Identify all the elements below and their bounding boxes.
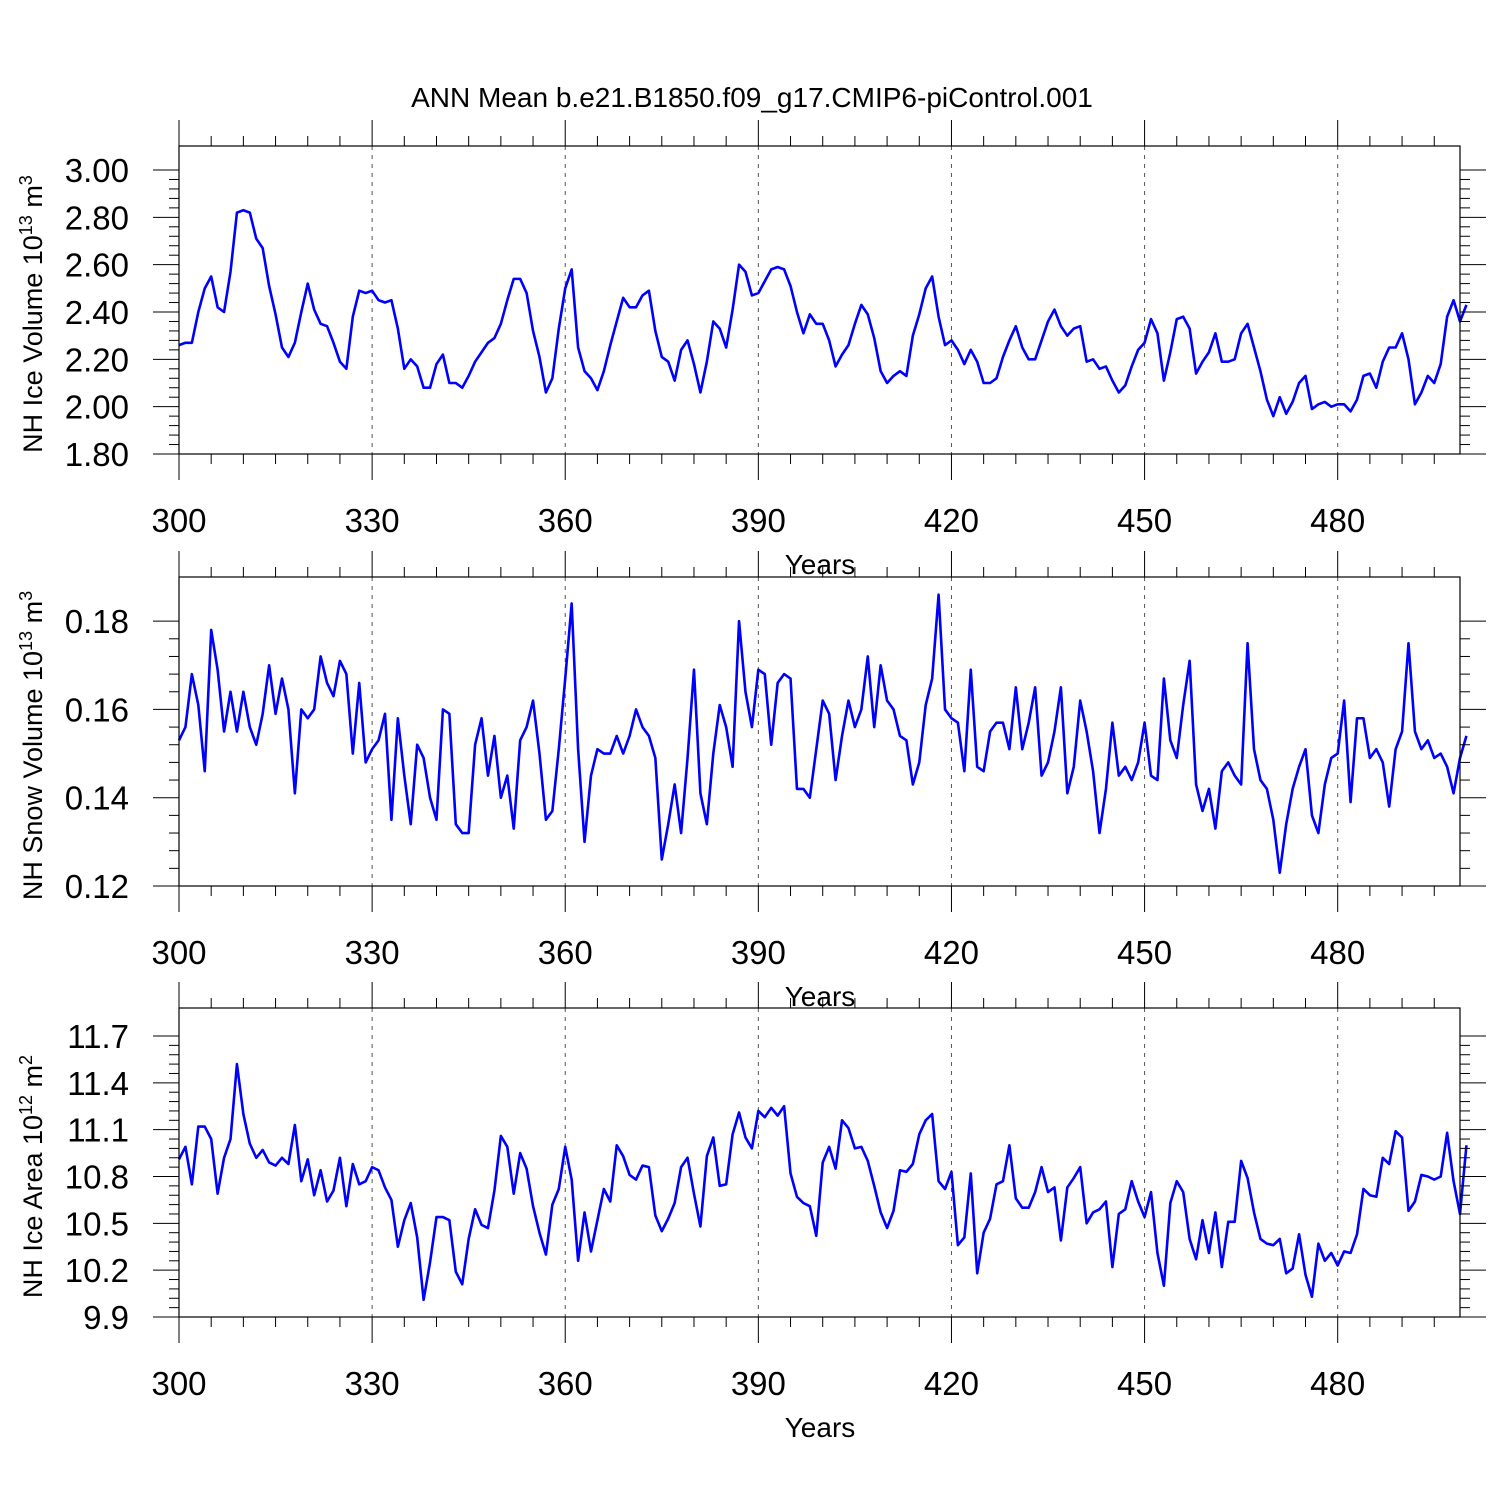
y-axis-label: NH Ice Area 1012 m2: [16, 1055, 48, 1298]
y-axis-label: NH Snow Volume 1013 m3: [16, 591, 48, 900]
y-axis-label-unit: m: [18, 1065, 48, 1095]
x-tick-label: 390: [731, 502, 786, 539]
y-tick-label: 9.9: [83, 1299, 129, 1336]
y-axis-label-unit-exp: 3: [16, 175, 36, 185]
figure-title: ANN Mean b.e21.B1850.f09_g17.CMIP6-piCon…: [411, 82, 1093, 113]
x-tick-label: 300: [151, 934, 206, 971]
x-tick-label: 480: [1310, 934, 1365, 971]
x-tick-label: 480: [1310, 502, 1365, 539]
y-tick-label: 10.5: [65, 1205, 129, 1242]
plot-frame: [178, 1007, 1461, 1318]
y-tick-label: 0.16: [65, 691, 129, 728]
x-tick-label: 330: [345, 934, 400, 971]
y-tick-label: 0.12: [65, 868, 129, 905]
y-tick-label: 11.4: [67, 1065, 129, 1102]
y-tick-label: 10.8: [65, 1159, 129, 1196]
y-tick-label: 0.14: [65, 780, 129, 817]
y-tick-label: 10.2: [65, 1252, 129, 1289]
y-axis-label-prefix: NH Ice Area 10: [18, 1115, 48, 1298]
x-axis-label: Years: [785, 549, 856, 580]
y-axis-label-unit: m: [18, 185, 48, 215]
y-tick-label: 2.60: [65, 247, 129, 284]
y-axis-label-exp: 13: [16, 631, 36, 651]
snow-volume-panel: 300 330 360 390 420 450 480 Years 0.12 0.14 0.16 0.…: [16, 551, 1486, 1012]
y-tick-label: 2.00: [65, 389, 129, 426]
x-axis-label: Years: [785, 1412, 856, 1443]
y-tick-label: 2.20: [65, 341, 129, 378]
x-tick-label: 450: [1117, 934, 1172, 971]
y-tick-label: 11.1: [67, 1112, 129, 1149]
y-axis-label-prefix: NH Snow Volume 10: [18, 651, 48, 900]
ice-area-panel: 300 330 360 390 420 450 480 Years 9.9 10.2 10.5 10.…: [16, 982, 1486, 1443]
x-axis-label: Years: [785, 981, 856, 1012]
y-tick-label: 3.00: [65, 152, 129, 189]
plot-frame: [178, 145, 1461, 455]
ice-volume-panel: 300 330 360 390 420 450 480 Years 1.80 2.00 2.20 2.…: [16, 120, 1486, 580]
x-tick-label: 300: [151, 502, 206, 539]
x-tick-label: 360: [538, 1365, 593, 1402]
y-axis-label-exp: 13: [16, 215, 36, 235]
y-axis-label-prefix: NH Ice Volume 10: [18, 235, 48, 453]
y-axis-label-unit-exp: 2: [16, 1055, 36, 1065]
x-tick-label: 420: [924, 1365, 979, 1402]
x-tick-label: 300: [151, 1365, 206, 1402]
y-axis-label: NH Ice Volume 1013 m3: [16, 175, 48, 453]
x-tick-label: 390: [731, 934, 786, 971]
y-tick-label: 11.7: [67, 1018, 129, 1055]
x-tick-label: 360: [538, 502, 593, 539]
x-tick-label: 420: [924, 934, 979, 971]
x-tick-label: 480: [1310, 1365, 1365, 1402]
snow-volume-series-line: [177, 593, 1468, 875]
x-tick-label: 330: [345, 502, 400, 539]
x-tick-label: 360: [538, 934, 593, 971]
y-axis-label-exp: 12: [16, 1095, 36, 1115]
x-tick-label: 420: [924, 502, 979, 539]
y-axis-label-unit-exp: 3: [16, 591, 36, 601]
y-tick-label: 2.40: [65, 294, 129, 331]
y-tick-label: 2.80: [65, 199, 129, 236]
x-tick-label: 450: [1117, 1365, 1172, 1402]
ice-volume-series-line: [178, 208, 1468, 418]
y-axis-label-unit: m: [18, 601, 48, 631]
plot-frame: [178, 576, 1461, 887]
y-tick-label: 1.80: [65, 436, 129, 473]
x-tick-label: 450: [1117, 502, 1172, 539]
x-tick-label: 390: [731, 1365, 786, 1402]
ice-area-series-line: [177, 1062, 1468, 1302]
x-tick-label: 330: [345, 1365, 400, 1402]
y-tick-label: 0.18: [65, 603, 129, 640]
